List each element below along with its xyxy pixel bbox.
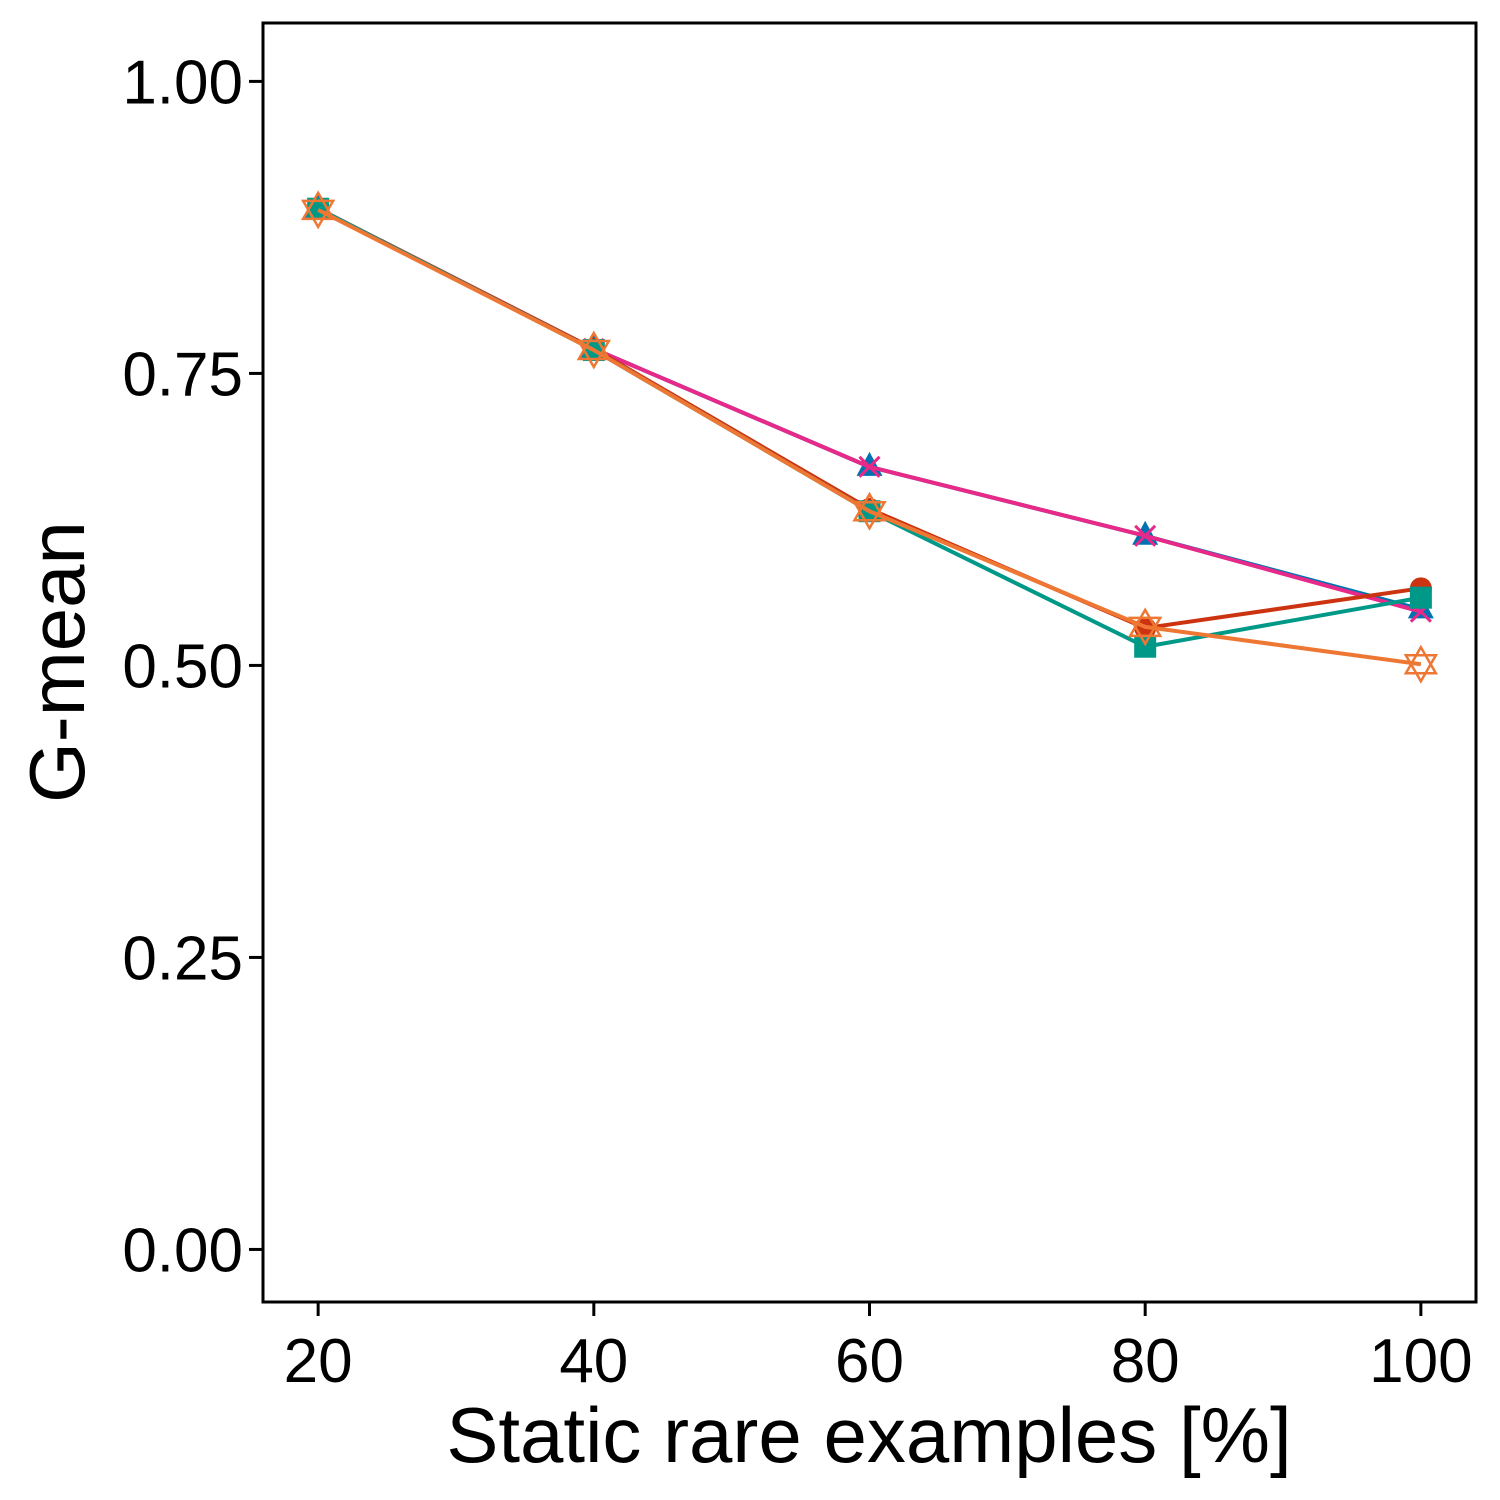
series-layer <box>300 190 1439 684</box>
star-down-triangle <box>1403 654 1439 684</box>
y-tick-label: 0.75 <box>122 340 243 409</box>
data-point <box>300 190 336 230</box>
x-tick-label: 40 <box>559 1327 628 1396</box>
data-point <box>1409 586 1432 609</box>
star-up-triangle <box>1403 644 1439 675</box>
data-point <box>576 330 611 370</box>
x-tick-label: 100 <box>1369 1327 1472 1396</box>
plot-panel <box>261 21 1478 1304</box>
star-down-triangle <box>1128 616 1163 647</box>
x-axis: 20 40 60 80 100 <box>284 1302 1473 1396</box>
x-tick-label: 80 <box>1111 1327 1180 1396</box>
star-down-triangle <box>576 339 611 370</box>
x-tick-label: 20 <box>284 1327 353 1396</box>
star-up-triangle <box>852 491 887 522</box>
data-point <box>1134 635 1157 658</box>
x-tick-label: 60 <box>835 1327 904 1396</box>
y-tick-label: 0.25 <box>122 924 243 993</box>
data-point <box>1128 607 1163 647</box>
series-line <box>317 208 1422 667</box>
star-down-triangle <box>300 199 336 230</box>
data-point <box>1403 644 1439 684</box>
star-up-triangle <box>1128 607 1163 638</box>
y-tick-label: 0.50 <box>122 632 243 701</box>
star-up-triangle <box>300 190 336 221</box>
y-axis-title: G-mean <box>13 521 101 803</box>
series-5 <box>300 190 1439 684</box>
star-up-triangle <box>576 330 611 361</box>
data-point <box>1134 524 1157 547</box>
y-tick-label: 0.00 <box>122 1216 243 1285</box>
data-point <box>852 491 887 531</box>
star-down-triangle <box>852 500 887 531</box>
data-point <box>858 455 881 478</box>
y-tick-label: 1.00 <box>122 48 243 117</box>
y-axis: 0.00 0.25 0.50 0.75 1.00 <box>122 48 263 1285</box>
x-axis-title: Static rare examples [%] <box>446 1391 1291 1479</box>
